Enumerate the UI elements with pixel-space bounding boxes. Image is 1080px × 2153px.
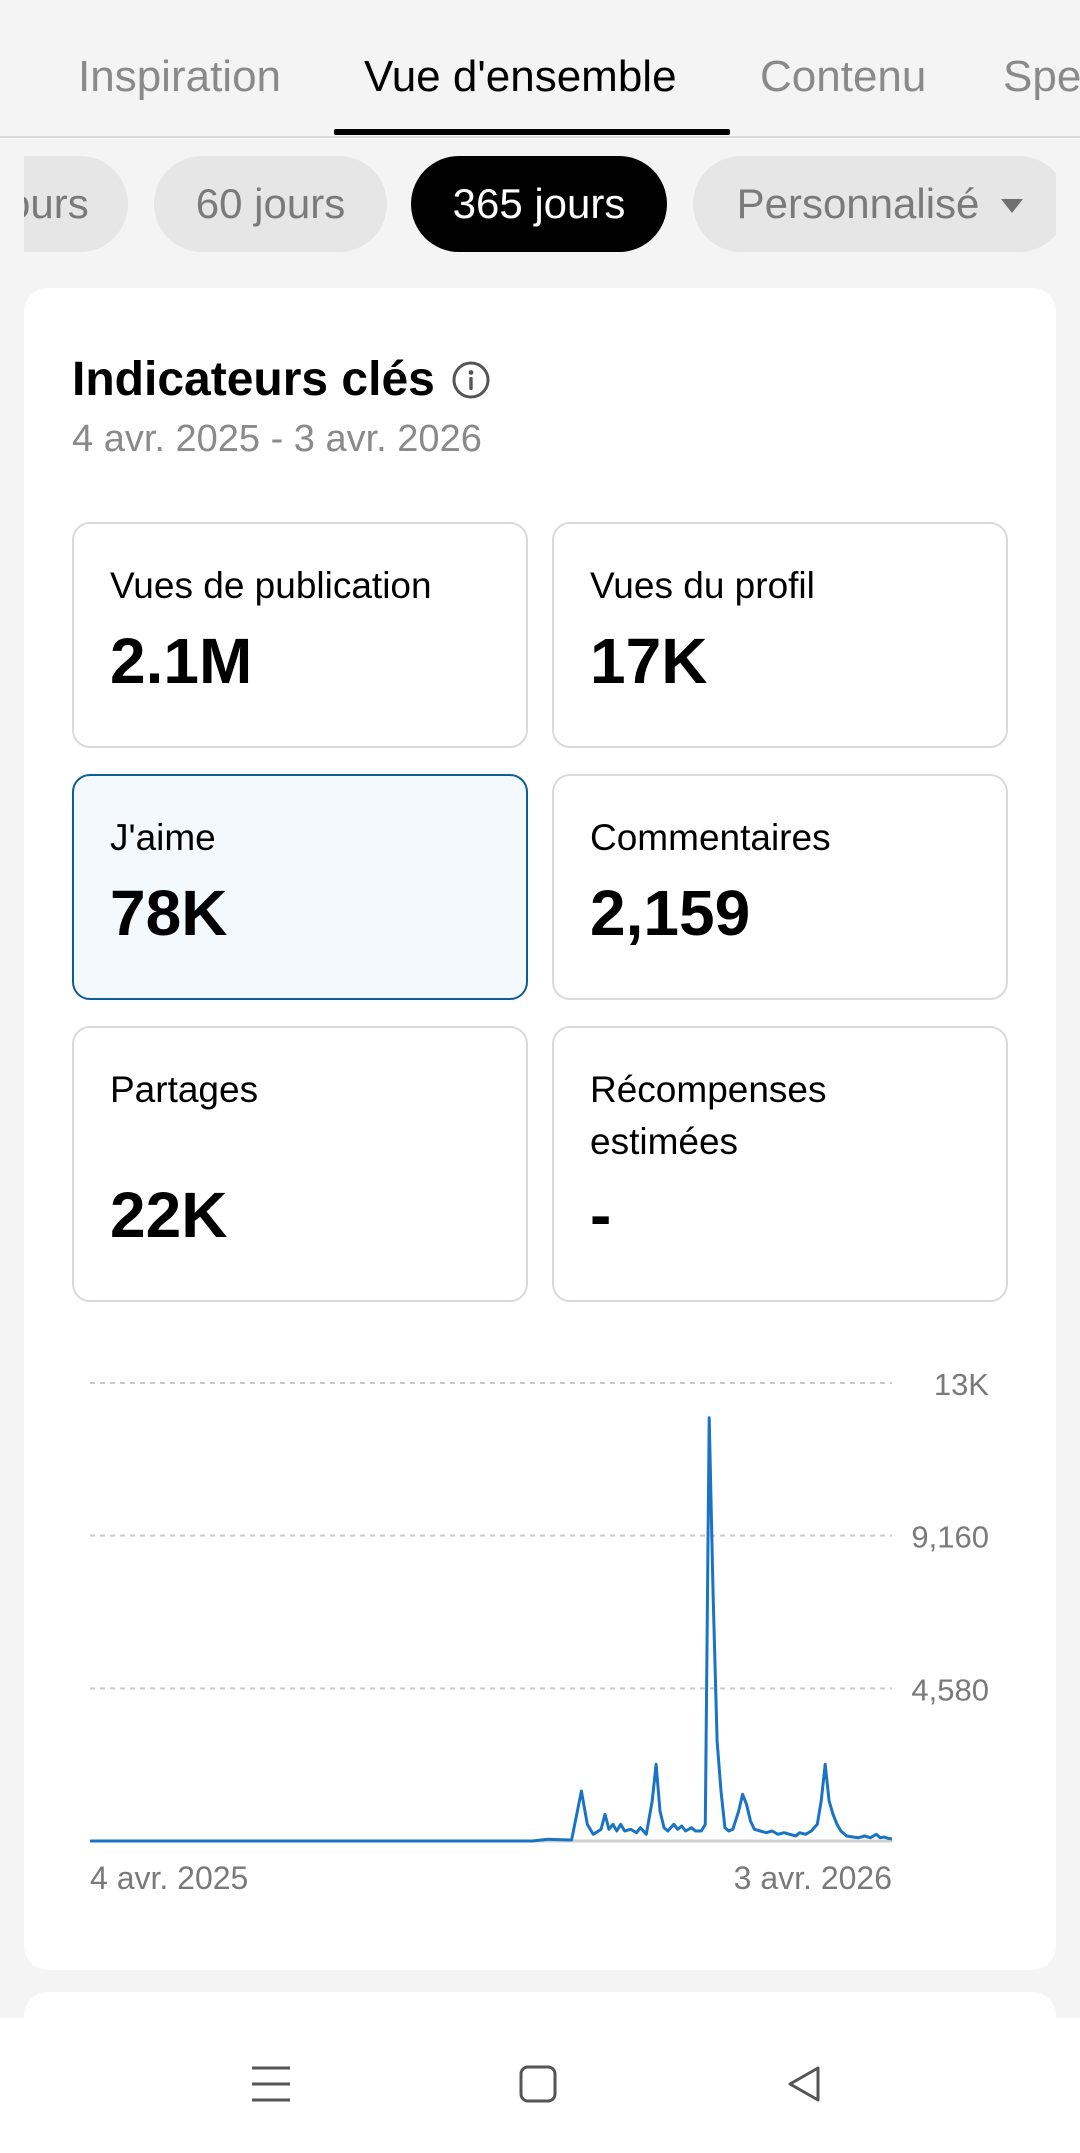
caret-down-icon	[1001, 199, 1024, 213]
period-chips: 28 jours 60 jours 365 jours Personnalisé	[24, 156, 1056, 252]
date-range: 4 avr. 2025 - 3 avr. 2026	[72, 418, 482, 460]
metric-label: J'aime	[110, 817, 216, 858]
card-header: Indicateurs clés	[72, 352, 491, 407]
tab-content[interactable]: Contenu	[760, 52, 927, 101]
chart-x-end-label: 3 avr. 2026	[734, 1860, 892, 1896]
chart-y-tick-label: 9,160	[911, 1520, 989, 1555]
metric-value: 2.1M	[110, 625, 253, 697]
tab-bar: Inspiration Vue d'ensemble Contenu Spect…	[0, 0, 1080, 138]
chip-60-days[interactable]: 60 jours	[154, 156, 387, 252]
tab-viewers[interactable]: Spectateurs	[1003, 52, 1080, 101]
metric-post-views[interactable]: Vues de publication 2.1M	[72, 522, 528, 748]
active-tab-indicator	[334, 129, 730, 135]
menu-icon[interactable]	[250, 2064, 292, 2104]
metric-value: 17K	[590, 625, 708, 697]
metric-label: Récompenses estimées	[590, 1069, 827, 1162]
card-title: Indicateurs clés	[72, 353, 435, 406]
system-nav-bar	[0, 2018, 1080, 2153]
metric-profile-views[interactable]: Vues du profil 17K	[552, 522, 1008, 748]
back-triangle-icon[interactable]	[784, 2064, 824, 2104]
metric-label: Partages	[110, 1069, 259, 1110]
chart-x-start-label: 4 avr. 2025	[90, 1860, 248, 1896]
metric-label: Commentaires	[590, 817, 831, 858]
likes-line-chart[interactable]: 13K 9,160 4,580 4 avr. 2025 3 avr. 2026	[24, 288, 1056, 1970]
chip-365-days[interactable]: 365 jours	[411, 156, 667, 252]
info-icon[interactable]	[451, 360, 491, 400]
chip-label: 365 jours	[452, 180, 626, 227]
tab-inspiration[interactable]: Inspiration	[78, 52, 282, 101]
metric-estimated-rewards[interactable]: Récompenses estimées -	[552, 1026, 1008, 1302]
metric-label: Vues du profil	[590, 565, 815, 606]
metric-value: 22K	[110, 1179, 228, 1251]
chip-28-days[interactable]: 28 jours	[24, 156, 128, 252]
key-metrics-card: Indicateurs clés 4 avr. 2025 - 3 avr. 20…	[24, 288, 1056, 1970]
metric-shares[interactable]: Partages 22K	[72, 1026, 528, 1302]
tab-overview[interactable]: Vue d'ensemble	[364, 52, 677, 101]
chart-y-tick-label: 4,580	[911, 1672, 989, 1707]
metric-value: 2,159	[590, 877, 751, 949]
chart-series-line	[90, 1416, 893, 1843]
chip-label: Personnalisé	[736, 180, 980, 227]
chip-custom[interactable]: Personnalisé	[693, 156, 1056, 252]
chip-label: 60 jours	[195, 180, 346, 227]
metric-likes[interactable]: J'aime 78K	[72, 774, 528, 1000]
metric-label: Vues de publication	[110, 565, 432, 606]
metric-value: -	[590, 1179, 612, 1251]
chart-y-tick-label: 13K	[934, 1367, 989, 1402]
metric-value: 78K	[110, 877, 228, 949]
home-square-icon[interactable]	[518, 2064, 558, 2104]
metric-comments[interactable]: Commentaires 2,159	[552, 774, 1008, 1000]
chip-label: 28 jours	[24, 180, 89, 227]
